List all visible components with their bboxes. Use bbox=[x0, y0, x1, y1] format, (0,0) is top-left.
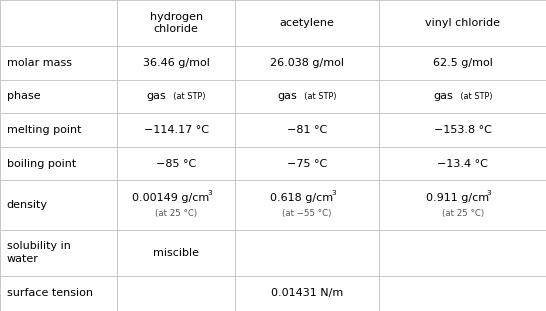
Text: 0.01431 N/m: 0.01431 N/m bbox=[271, 288, 343, 298]
Text: −153.8 °C: −153.8 °C bbox=[434, 125, 491, 135]
Text: surface tension: surface tension bbox=[7, 288, 93, 298]
Text: 3: 3 bbox=[207, 189, 212, 196]
Text: boiling point: boiling point bbox=[7, 159, 76, 169]
Text: (at −55 °C): (at −55 °C) bbox=[282, 209, 332, 218]
Text: 0.00149 g/cm: 0.00149 g/cm bbox=[132, 193, 209, 203]
Text: (at STP): (at STP) bbox=[299, 92, 336, 101]
Text: gas: gas bbox=[277, 91, 297, 101]
Text: 0.618 g/cm: 0.618 g/cm bbox=[270, 193, 333, 203]
Text: gas: gas bbox=[433, 91, 453, 101]
Text: 3: 3 bbox=[486, 189, 491, 196]
Text: density: density bbox=[7, 200, 48, 210]
Text: 62.5 g/mol: 62.5 g/mol bbox=[433, 58, 492, 68]
Text: molar mass: molar mass bbox=[7, 58, 72, 68]
Text: (at STP): (at STP) bbox=[454, 92, 492, 101]
Text: −75 °C: −75 °C bbox=[287, 159, 327, 169]
Text: acetylene: acetylene bbox=[280, 18, 335, 28]
Text: (at 25 °C): (at 25 °C) bbox=[442, 209, 484, 218]
Text: melting point: melting point bbox=[7, 125, 81, 135]
Text: vinyl chloride: vinyl chloride bbox=[425, 18, 500, 28]
Text: miscible: miscible bbox=[153, 248, 199, 258]
Text: −85 °C: −85 °C bbox=[156, 159, 196, 169]
Text: hydrogen
chloride: hydrogen chloride bbox=[150, 12, 203, 35]
Text: −114.17 °C: −114.17 °C bbox=[144, 125, 209, 135]
Text: (at STP): (at STP) bbox=[168, 92, 205, 101]
Text: 26.038 g/mol: 26.038 g/mol bbox=[270, 58, 344, 68]
Text: gas: gas bbox=[146, 91, 166, 101]
Text: 3: 3 bbox=[331, 189, 336, 196]
Text: 36.46 g/mol: 36.46 g/mol bbox=[143, 58, 210, 68]
Text: −81 °C: −81 °C bbox=[287, 125, 327, 135]
Text: −13.4 °C: −13.4 °C bbox=[437, 159, 488, 169]
Text: 0.911 g/cm: 0.911 g/cm bbox=[426, 193, 489, 203]
Text: (at 25 °C): (at 25 °C) bbox=[155, 209, 197, 218]
Text: solubility in
water: solubility in water bbox=[7, 241, 70, 264]
Text: phase: phase bbox=[7, 91, 40, 101]
